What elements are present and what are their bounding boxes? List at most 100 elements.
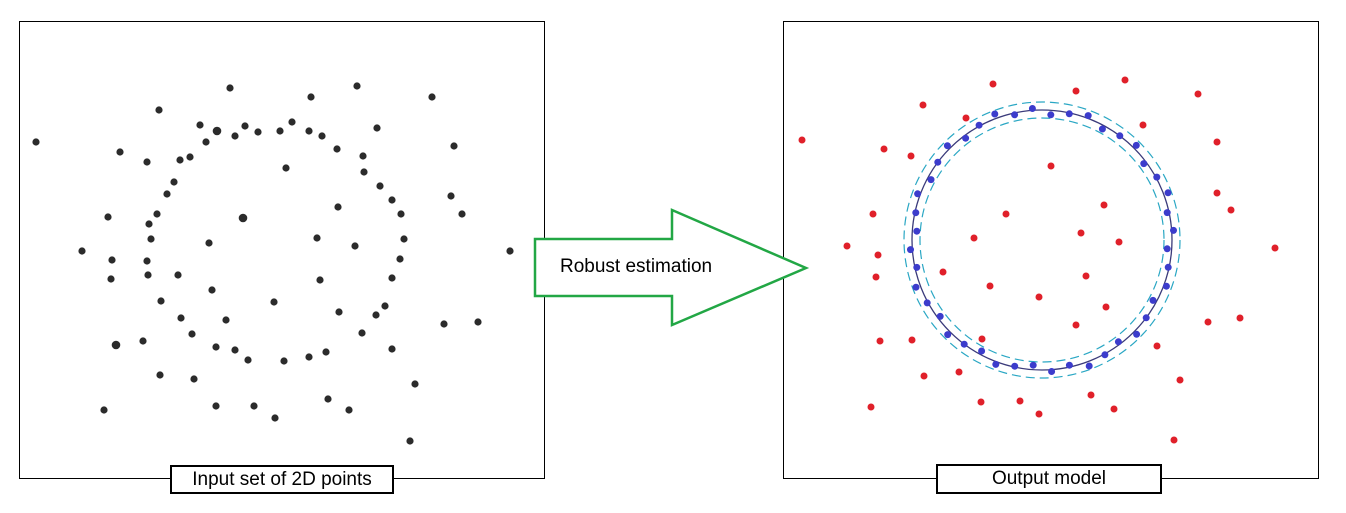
inlier-point xyxy=(907,246,914,254)
input-point xyxy=(411,380,419,388)
input-point xyxy=(397,210,405,218)
input-point xyxy=(208,286,216,294)
inlier-point xyxy=(1164,263,1172,271)
outlier-point xyxy=(1213,189,1221,197)
outlier-point xyxy=(1016,397,1024,405)
inlier-point xyxy=(1142,314,1150,322)
inlier-point xyxy=(1101,351,1109,359)
input-point xyxy=(156,371,164,379)
inlier-point xyxy=(978,347,986,355)
input-point xyxy=(388,345,396,353)
inlier-point xyxy=(1162,282,1170,290)
input-point xyxy=(190,375,198,383)
input-point xyxy=(186,153,194,161)
outlier-point xyxy=(1002,210,1010,218)
input-point xyxy=(381,302,389,310)
input-point xyxy=(280,357,288,365)
input-point xyxy=(250,402,258,410)
outlier-point xyxy=(908,336,916,344)
outlier-point xyxy=(880,145,888,153)
input-point xyxy=(188,330,196,338)
input-point xyxy=(241,122,249,130)
outlier-point xyxy=(874,251,882,259)
inlier-point xyxy=(943,142,951,150)
input-point xyxy=(202,138,210,146)
outlier-point xyxy=(1087,391,1095,399)
inlier-point xyxy=(1011,111,1019,119)
outlier-point xyxy=(1077,229,1085,237)
inlier-point xyxy=(960,340,968,348)
outlier-point xyxy=(843,242,851,250)
input-point xyxy=(104,213,112,221)
input-point xyxy=(212,126,222,136)
inlier-point xyxy=(914,190,922,198)
fitted-circle xyxy=(911,109,1173,371)
inlier-point xyxy=(1085,362,1093,370)
input-point xyxy=(32,138,40,146)
input-point xyxy=(254,128,262,136)
inlier-point xyxy=(1163,245,1171,253)
input-point xyxy=(450,142,458,150)
outlier-point xyxy=(872,273,880,281)
outlier-point xyxy=(876,337,884,345)
outlier-point xyxy=(907,152,915,160)
inlier-point xyxy=(992,360,1000,368)
input-point xyxy=(400,235,408,243)
input-point xyxy=(458,210,466,218)
input-point xyxy=(226,84,234,92)
input-point xyxy=(335,308,343,316)
input-point xyxy=(474,318,482,326)
inlier-point xyxy=(927,176,935,184)
inlier-point xyxy=(1048,368,1056,375)
outlier-point xyxy=(1102,303,1110,311)
input-point xyxy=(396,255,404,263)
arrow-shape xyxy=(533,208,810,327)
input-point xyxy=(78,247,86,255)
inlier-point xyxy=(912,209,920,217)
input-point xyxy=(144,271,152,279)
input-point xyxy=(447,192,455,200)
inlier-point xyxy=(1011,362,1019,370)
input-point xyxy=(334,203,342,211)
input-point xyxy=(322,348,330,356)
outlier-point xyxy=(977,398,985,406)
input-point xyxy=(270,298,278,306)
inlier-point xyxy=(1153,173,1161,181)
input-point xyxy=(358,329,366,337)
input-point xyxy=(111,340,121,350)
input-point xyxy=(318,132,326,140)
outlier-point xyxy=(1110,405,1118,413)
output-caption: Output model xyxy=(936,464,1162,494)
outlier-point xyxy=(986,282,994,290)
outlier-point xyxy=(798,136,806,144)
inlier-point xyxy=(962,134,970,142)
inlier-point xyxy=(1098,125,1106,133)
output-scatter xyxy=(798,76,1279,444)
input-point xyxy=(288,118,296,126)
outlier-point xyxy=(955,368,963,376)
inlier-point xyxy=(1133,330,1141,338)
arrow-label: Robust estimation xyxy=(560,256,713,277)
input-point xyxy=(440,320,448,328)
input-point xyxy=(205,239,213,247)
outlier-point xyxy=(1072,321,1080,329)
input-point xyxy=(143,158,151,166)
outlier-point xyxy=(1082,272,1090,280)
outlier-point xyxy=(1072,87,1080,95)
tolerance-band-outer xyxy=(903,101,1181,379)
input-point xyxy=(143,257,151,265)
input-point xyxy=(163,190,171,198)
input-point xyxy=(372,311,380,319)
input-point xyxy=(238,213,248,223)
inlier-point xyxy=(912,283,920,291)
input-point xyxy=(282,164,290,172)
outlier-point xyxy=(1170,436,1178,444)
outlier-point xyxy=(1176,376,1184,384)
inlier-point xyxy=(1164,189,1172,197)
inlier-point xyxy=(934,158,942,166)
outlier-point xyxy=(920,372,928,380)
input-point xyxy=(345,406,353,414)
input-point xyxy=(212,402,220,410)
inlier-point xyxy=(991,110,999,118)
outlier-point xyxy=(978,335,986,343)
